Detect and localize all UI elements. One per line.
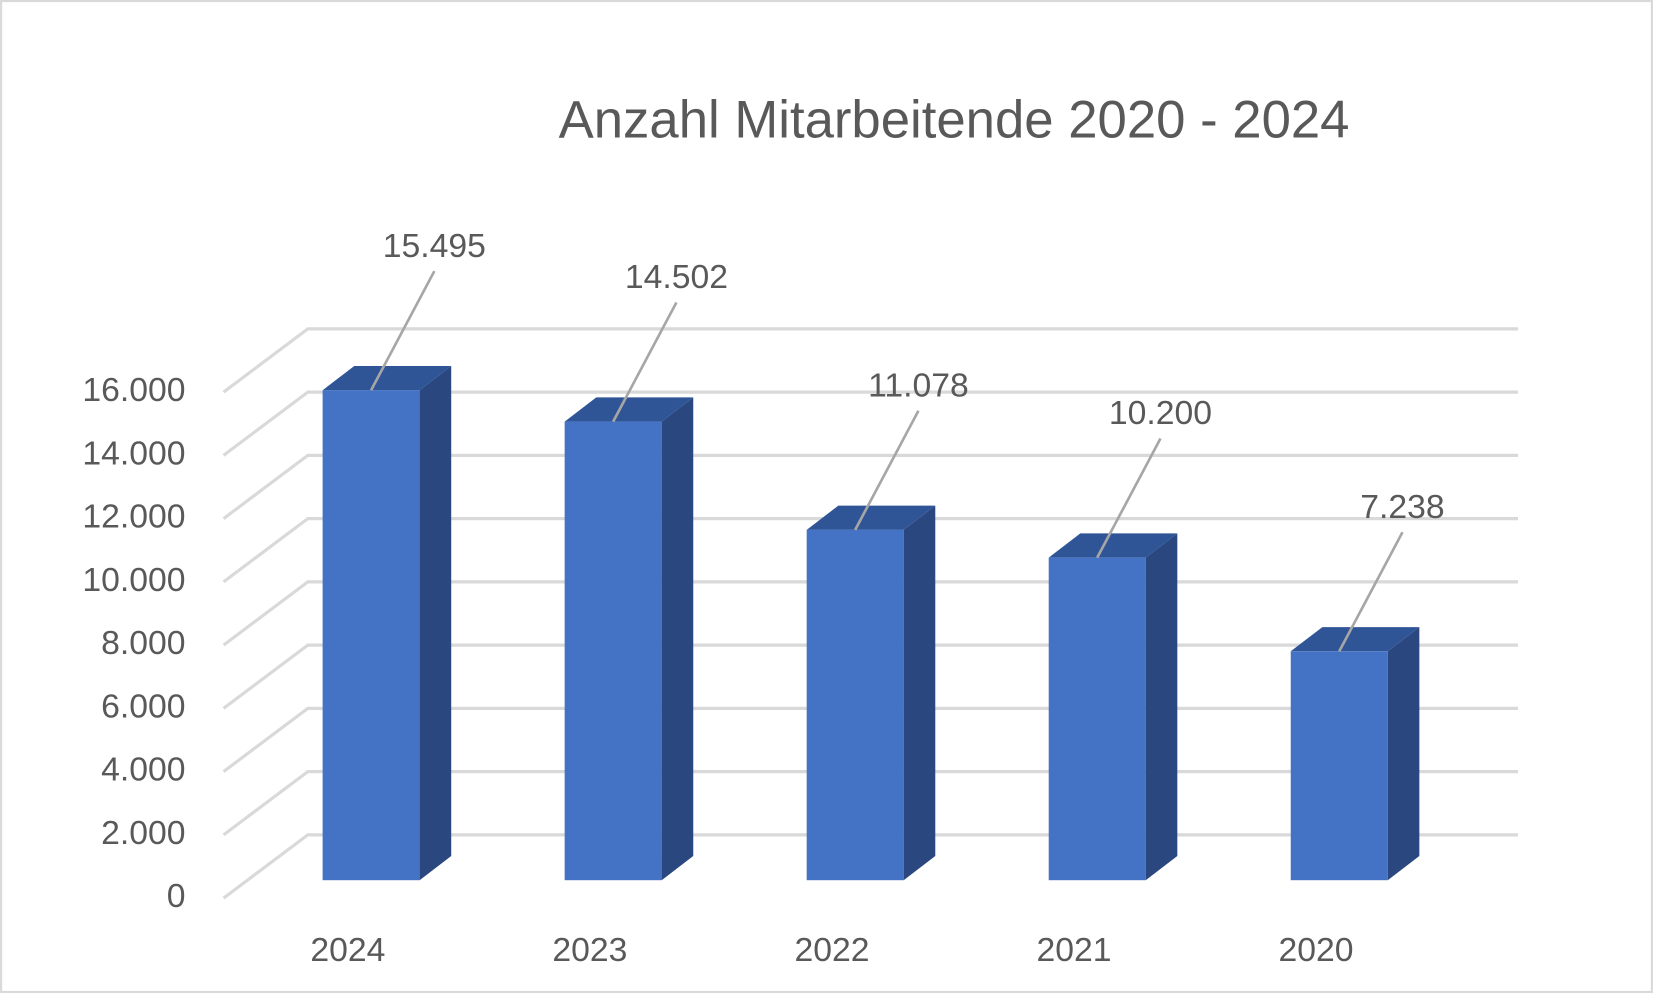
bar-top [564,397,694,422]
y-tick-label: 14.000 [82,434,185,472]
grid-line [222,517,1519,584]
data-label: 7.238 [1360,488,1444,526]
bar-side [661,397,694,881]
chart-title: Anzahl Mitarbeitende 2020 - 2024 [559,90,1350,149]
data-label: 11.078 [868,366,969,404]
bar-top [322,365,452,391]
leader-line [1338,531,1404,652]
leader-line [369,270,436,391]
bar-top [1290,627,1420,652]
y-tick-label: 12.000 [82,498,185,536]
leader-line [854,410,920,531]
leader-line [1096,437,1162,559]
y-tick-label: 16.000 [82,371,185,409]
bar [322,390,420,881]
bar-side [1387,627,1420,881]
data-label: 14.502 [625,258,728,296]
x-tick-label: 2024 [310,931,385,969]
leader-line [611,301,678,423]
x-tick-label: 2023 [552,931,627,969]
bar-top [806,505,936,530]
grid-line [222,390,1519,457]
x-tick-label: 2021 [1037,931,1112,969]
bar [1048,557,1146,881]
x-tick-label: 2020 [1279,931,1354,969]
y-tick-label: 10.000 [82,561,185,599]
bar-side [903,505,936,881]
grid-line [222,453,1519,520]
data-label: 15.495 [383,227,486,265]
y-tick-label: 8.000 [101,624,185,662]
bar [806,529,904,881]
y-tick-label: 0 [167,877,186,915]
data-label: 10.200 [1109,394,1212,432]
bar [1290,651,1388,881]
y-tick-label: 4.000 [101,751,185,789]
bar-side [419,365,452,881]
y-tick-label: 2.000 [101,814,185,852]
bar [564,421,662,881]
y-tick-label: 6.000 [101,687,185,725]
bar-top [1048,533,1178,558]
x-tick-label: 2022 [794,931,869,969]
bar-side [1145,533,1178,881]
grid-line [222,327,1519,394]
